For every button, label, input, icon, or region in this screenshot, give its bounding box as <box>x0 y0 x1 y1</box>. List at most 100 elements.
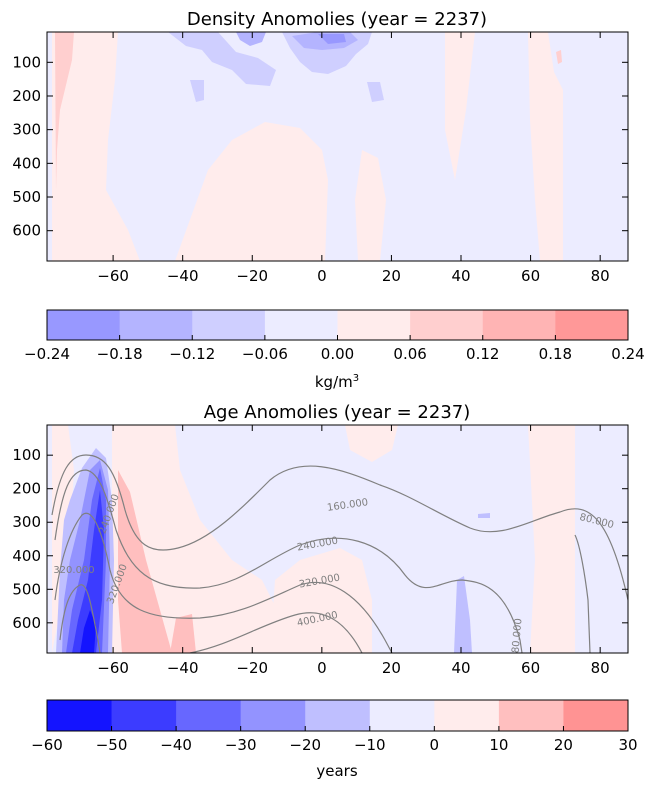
age-colorbar-frame <box>46 699 629 732</box>
density-colorbar-tick-label: 0.24 <box>611 345 644 363</box>
density-xtick-label: 40 <box>451 267 470 285</box>
age-colorbar-tick-label: 30 <box>618 736 637 754</box>
age-colorbar-swatch <box>369 700 435 731</box>
age-xtick-label: 40 <box>451 659 470 677</box>
density-region-eq-pos <box>355 150 386 261</box>
density-ytick-label: 500 <box>12 188 41 206</box>
density-colorbar-swatch <box>47 310 121 340</box>
density-ytick-label: 400 <box>12 154 41 172</box>
density-region-neg-f <box>190 80 204 102</box>
density-region-40-pos <box>445 32 475 180</box>
density-colorbar-swatch <box>337 310 411 340</box>
density-colorbar-swatch <box>482 310 556 340</box>
age-region-60-pos <box>528 425 575 653</box>
age-ytick-label: 500 <box>12 580 41 598</box>
age-colorbar-tick-label: 20 <box>554 736 573 754</box>
density-plot-frame <box>46 31 629 262</box>
age-ytick-label: 300 <box>12 513 41 531</box>
density-region-60-pos <box>528 32 563 261</box>
density-region-neg-a <box>168 32 276 86</box>
density-xtick-label: 20 <box>382 267 401 285</box>
density-colorbar-tick-label: 0.12 <box>466 345 499 363</box>
age-colorbar-label: years <box>316 762 357 780</box>
density-xtick-label: −20 <box>236 267 268 285</box>
density-colorbar-swatch <box>264 310 338 340</box>
density-ytick-label: 200 <box>12 87 41 105</box>
density-ytick-label: 600 <box>12 222 41 240</box>
age-colorbar-tick-label: −60 <box>31 736 63 754</box>
age-colorbar-tick-label: −30 <box>225 736 257 754</box>
density-colorbar-tick-label: −0.18 <box>97 345 143 363</box>
density-colorbar-tick-label: −0.12 <box>169 345 215 363</box>
age-region-pink-column <box>118 470 172 653</box>
age-colorbar-swatch <box>240 700 306 731</box>
density-colorbar-label-base: kg/m <box>315 373 353 391</box>
density-colorbar-tick-label: 0.00 <box>321 345 354 363</box>
density-colorbar-swatch <box>192 310 266 340</box>
age-ytick-label: 200 <box>12 480 41 498</box>
age-colorbar-swatch <box>47 700 113 731</box>
age-region-sp-pos <box>345 425 398 462</box>
density-xtick-label: −60 <box>97 267 129 285</box>
density-colorbar-swatch <box>555 310 629 340</box>
age-xtick-label: 80 <box>591 659 610 677</box>
age-colorbar-swatch <box>498 700 564 731</box>
age-colorbar-tick-label: −50 <box>96 736 128 754</box>
contour-label-80-deep: 80.000 <box>511 618 525 654</box>
density-colorbar-tick-label: 0.18 <box>539 345 572 363</box>
age-contour-160 <box>51 454 628 601</box>
density-region-neg-g <box>367 82 384 102</box>
density-ytick-label: 300 <box>12 121 41 139</box>
density-colorbar-tick-label: −0.06 <box>242 345 288 363</box>
age-contour-400 <box>59 584 363 653</box>
age-contour-80 <box>574 534 591 653</box>
age-colorbar-swatch <box>305 700 371 731</box>
age-xtick-label: 0 <box>317 659 327 677</box>
density-xtick-label: 0 <box>317 267 327 285</box>
age-colorbar-tick-label: 10 <box>489 736 508 754</box>
age-region-blue-deep <box>80 610 96 653</box>
density-contour-field <box>47 32 628 261</box>
density-region-deep-pos <box>232 244 320 261</box>
density-colorbar-label-sup: 3 <box>353 373 359 384</box>
age-colorbar-tick-label: −20 <box>289 736 321 754</box>
age-colorbar: −60 −50 −40 −30 −20 −10 0 10 20 30 <box>31 699 638 754</box>
age-contour-240 <box>54 469 523 653</box>
age-colorbar-swatch <box>176 700 242 731</box>
density-colorbar: −0.24 −0.18 −0.12 −0.06 0.00 0.06 0.12 0.18 0.24 <box>24 309 645 363</box>
density-xtick-label: 80 <box>591 267 610 285</box>
contour-label-320-south-a: 320.000 <box>53 565 94 576</box>
density-chart-title: Density Anomolies (year = 2237) <box>187 9 487 30</box>
density-region-south-strong <box>55 32 74 190</box>
age-region-blue-40 <box>454 576 472 653</box>
density-xtick-label: 60 <box>521 267 540 285</box>
age-ytick-label: 600 <box>12 614 41 632</box>
age-xtick-label: −40 <box>167 659 199 677</box>
density-colorbar-tick-label: −0.24 <box>24 345 70 363</box>
density-colorbar-tick-label: 0.06 <box>393 345 426 363</box>
age-region-blue-30 <box>478 513 490 518</box>
density-xtick-label: −40 <box>167 267 199 285</box>
age-colorbar-swatch <box>434 700 500 731</box>
age-region-pink-patch <box>170 614 196 653</box>
age-colorbar-swatch <box>563 700 629 731</box>
age-ytick-label: 400 <box>12 547 41 565</box>
age-ytick-label: 100 <box>12 446 41 464</box>
density-colorbar-swatch <box>410 310 484 340</box>
density-axis-ticks: −60 −40 −20 0 20 40 60 80 100 200 300 400 500 600 <box>12 32 628 285</box>
age-xtick-label: −60 <box>97 659 129 677</box>
age-colorbar-tick-label: −40 <box>160 736 192 754</box>
age-xtick-label: 20 <box>382 659 401 677</box>
age-colorbar-tick-label: 0 <box>430 736 440 754</box>
age-colorbar-swatch <box>111 700 177 731</box>
age-xtick-label: 60 <box>521 659 540 677</box>
age-region-blue-core <box>72 490 104 653</box>
age-chart-title: Age Anomolies (year = 2237) <box>204 402 471 423</box>
density-ytick-label: 100 <box>12 53 41 71</box>
density-region-neg-c <box>236 32 266 46</box>
density-region-70-pos <box>556 50 562 64</box>
density-region-mid-pos <box>175 122 328 261</box>
density-colorbar-swatch <box>119 310 193 340</box>
density-region-neg-e <box>318 34 346 44</box>
